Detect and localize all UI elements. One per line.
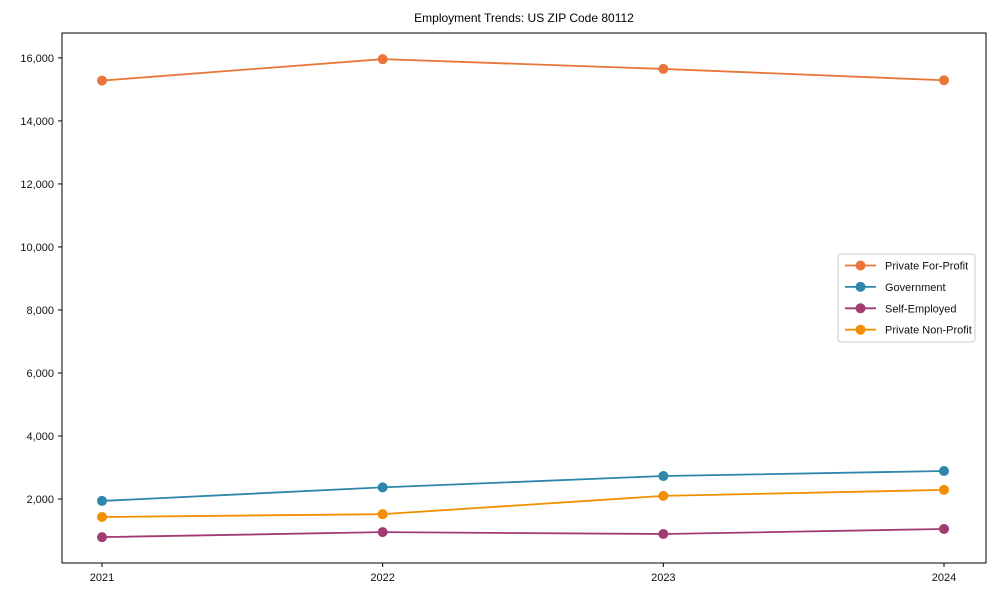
data-series bbox=[97, 54, 949, 543]
series-line-private-for-profit bbox=[101, 58, 945, 82]
data-point-government bbox=[658, 471, 669, 482]
series-line-self-employed bbox=[101, 528, 945, 539]
legend: Private For-Profit Government Self-Employe… bbox=[837, 253, 976, 343]
y-axis: 2,000 4,000 6,000 8,000 10,000 12,000 14,000 16… bbox=[20, 53, 62, 506]
legend-label-self-employed: Self-Employed bbox=[885, 303, 957, 315]
data-point-self-employed bbox=[658, 529, 669, 540]
data-point-government bbox=[939, 465, 949, 476]
x-tick-label: 2023 bbox=[651, 572, 675, 584]
data-point-self-employed bbox=[97, 532, 107, 543]
x-tick-label: 2022 bbox=[370, 572, 394, 584]
data-point-private-non-profit bbox=[377, 509, 388, 520]
y-tick-label: 4,000 bbox=[26, 431, 54, 443]
plot-frame bbox=[61, 32, 987, 564]
y-tick-label: 6,000 bbox=[26, 368, 54, 380]
data-point-self-employed bbox=[377, 527, 388, 538]
legend-label-government: Government bbox=[885, 282, 946, 294]
chart-title: Employment Trends: US ZIP Code 80112 bbox=[414, 11, 634, 25]
legend-marker-dot-private-non-profit bbox=[855, 324, 866, 335]
x-tick-label: 2021 bbox=[90, 572, 114, 584]
y-tick-label: 8,000 bbox=[26, 305, 54, 317]
data-point-private-non-profit bbox=[658, 490, 669, 501]
legend-label-private-for-profit: Private For-Profit bbox=[885, 261, 968, 273]
y-tick-label: 16,000 bbox=[20, 53, 54, 65]
data-point-government bbox=[97, 495, 107, 506]
y-tick-label: 2,000 bbox=[26, 494, 54, 506]
data-point-private-non-profit bbox=[97, 511, 107, 522]
data-point-self-employed bbox=[939, 523, 949, 534]
x-axis: 2021 2022 2023 2024 bbox=[90, 563, 956, 584]
data-point-private-for-profit bbox=[658, 63, 669, 74]
legend-marker-dot-self-employed bbox=[855, 303, 866, 314]
legend-marker-dot-government bbox=[855, 281, 866, 292]
data-point-private-for-profit bbox=[377, 54, 388, 65]
legend-box bbox=[837, 253, 976, 343]
y-tick-label: 14,000 bbox=[20, 116, 54, 128]
y-tick-label: 10,000 bbox=[20, 242, 54, 254]
legend-marker-dot-private-for-profit bbox=[855, 260, 866, 271]
data-point-private-for-profit bbox=[939, 75, 949, 86]
series-line-private-non-profit bbox=[101, 488, 945, 518]
y-tick-label: 12,000 bbox=[20, 179, 54, 191]
data-point-private-non-profit bbox=[939, 484, 949, 495]
data-point-government bbox=[377, 482, 388, 493]
series-line-government bbox=[101, 470, 945, 502]
legend-label-private-non-profit: Private Non-Profit bbox=[885, 325, 972, 337]
x-tick-label: 2024 bbox=[932, 572, 956, 584]
data-point-private-for-profit bbox=[97, 75, 107, 86]
